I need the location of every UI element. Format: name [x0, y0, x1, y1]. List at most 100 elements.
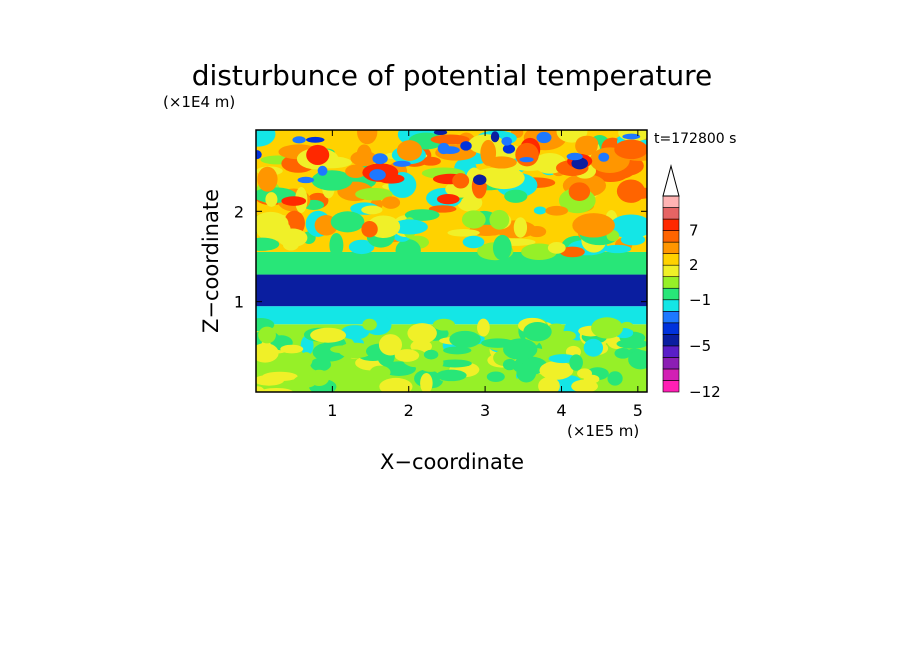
field-cell: [489, 209, 510, 230]
plot-frame: [255, 129, 648, 393]
field-cell: [404, 209, 440, 221]
colorbar-swatch: [662, 230, 680, 243]
field-cell: [443, 346, 472, 355]
field-band: [256, 251, 647, 275]
field-cell: [603, 244, 632, 254]
colorbar-swatch: [662, 322, 680, 335]
field-cell: [259, 387, 293, 392]
x-axis-unit: (×1E5 m): [567, 422, 639, 440]
field-cell: [420, 373, 433, 392]
field-cell: [452, 173, 470, 189]
colorbar: −12−5−127: [662, 164, 721, 401]
field-band: [256, 306, 647, 325]
field-cell: [504, 189, 528, 203]
field-cell: [449, 330, 481, 348]
field-cell: [519, 157, 534, 163]
field-cell: [568, 182, 591, 202]
x-axis: 1 2 3 4 5: [327, 130, 643, 420]
colorbar-label: 7: [689, 222, 699, 240]
field-cell: [547, 242, 566, 254]
field-cell: [379, 377, 413, 392]
field-cell: [430, 134, 470, 145]
field-cell: [483, 166, 525, 190]
field-cell: [394, 349, 420, 362]
x-tick-label: 2: [404, 401, 414, 420]
field-cell: [357, 130, 378, 145]
field-cell: [417, 353, 444, 372]
colorbar-swatch: [662, 357, 680, 370]
y-axis: 12: [234, 202, 647, 312]
colorbar-label: −5: [689, 337, 711, 355]
y-tick-label: 1: [234, 293, 244, 312]
field-cell: [502, 358, 517, 371]
field-cell: [369, 365, 391, 380]
field-cell: [628, 350, 647, 370]
field-cell: [297, 176, 315, 184]
field-cell: [391, 219, 428, 235]
field-cell: [614, 139, 647, 160]
plot-area: [256, 130, 647, 392]
field-cell: [571, 379, 598, 392]
field-cell: [609, 214, 647, 239]
field-cell: [381, 196, 401, 209]
field-cell: [558, 330, 576, 341]
x-tick-label: 4: [556, 401, 566, 420]
field-cell: [281, 196, 307, 206]
colorbar-swatch: [662, 241, 680, 254]
field-cell: [437, 142, 450, 155]
field-cell: [256, 211, 289, 236]
field-cell: [256, 374, 285, 386]
colorbar-swatch: [662, 380, 680, 393]
field-cell: [605, 388, 627, 392]
field-cell: [432, 318, 455, 331]
field-cell: [486, 371, 505, 382]
colorbar-swatch: [662, 287, 680, 301]
field-cell: [428, 205, 457, 213]
field-cell: [436, 194, 460, 205]
field-cell: [256, 130, 276, 147]
field-cell: [462, 235, 485, 249]
field-cell: [395, 239, 421, 262]
field-cell: [423, 349, 439, 360]
field-cell: [355, 187, 393, 201]
field-cell: [420, 156, 441, 166]
field-cell: [569, 354, 583, 371]
y-axis-label: Z−coordinate: [199, 189, 223, 333]
field-cell: [583, 338, 604, 357]
field-cell: [256, 237, 280, 251]
field-cell: [330, 211, 365, 233]
field-cell: [501, 136, 513, 146]
field-cell: [310, 327, 347, 343]
field-cell: [539, 361, 574, 380]
field-cell: [369, 169, 386, 181]
field-cell: [502, 144, 516, 154]
colorbar-swatch: [662, 310, 680, 324]
chart-title: disturbunce of potential temperature: [192, 59, 713, 92]
field-cell: [345, 164, 367, 179]
field-cell: [433, 130, 448, 136]
field-cell: [372, 153, 388, 165]
field-cell: [572, 213, 615, 238]
colorbar-swatch: [662, 368, 680, 381]
colorbar-swatch: [662, 345, 680, 358]
field-cell: [330, 345, 353, 354]
field-cell: [393, 160, 411, 167]
field-cell: [486, 156, 517, 169]
field-cell: [515, 142, 539, 167]
field-cell: [306, 144, 330, 165]
field-cell: [571, 157, 588, 170]
colorbar-swatch: [662, 299, 680, 312]
field-cell: [616, 338, 647, 349]
field-cell: [258, 326, 276, 344]
field-cell: [598, 152, 610, 162]
field-cell: [362, 318, 377, 331]
colorbar-swatch: [662, 207, 680, 220]
field-band: [256, 274, 647, 307]
field-cell: [306, 136, 325, 143]
field-blobs: [256, 130, 647, 392]
colorbar-swatch: [662, 195, 680, 208]
field-cell: [340, 325, 370, 340]
field-cell: [257, 166, 278, 192]
field-cell: [300, 335, 314, 356]
